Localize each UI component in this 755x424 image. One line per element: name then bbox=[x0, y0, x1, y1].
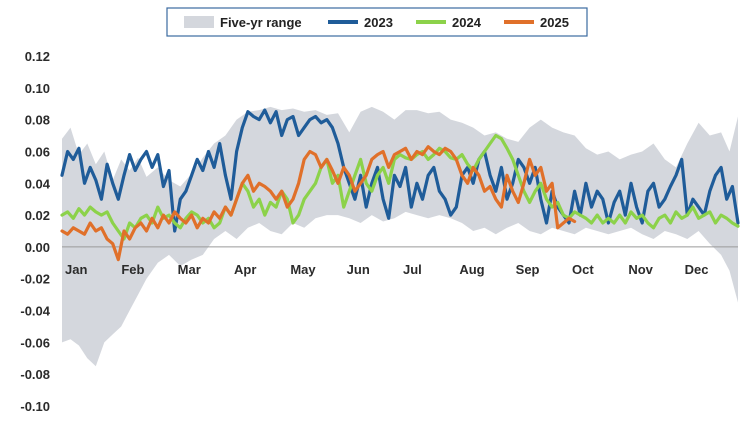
y-tick-label: 0.02 bbox=[25, 208, 50, 223]
y-tick-label: -0.10 bbox=[20, 399, 50, 414]
y-tick-label: 0.00 bbox=[25, 240, 50, 255]
x-tick-label: Dec bbox=[685, 262, 709, 277]
x-tick-label: Nov bbox=[628, 262, 653, 277]
y-tick-label: 0.10 bbox=[25, 81, 50, 96]
x-tick-label: Jun bbox=[347, 262, 370, 277]
legend-label-2024: 2024 bbox=[452, 15, 482, 30]
y-tick-label: -0.02 bbox=[20, 272, 50, 287]
series-line-2025 bbox=[60, 145, 577, 262]
legend-label-2023: 2023 bbox=[364, 15, 393, 30]
legend-label-range: Five-yr range bbox=[220, 15, 302, 30]
y-tick-label: 0.04 bbox=[25, 176, 51, 191]
legend-swatch-range bbox=[184, 16, 214, 28]
y-tick-label: 0.12 bbox=[25, 49, 50, 64]
x-tick-label: Sep bbox=[516, 262, 540, 277]
range-layer bbox=[62, 106, 738, 367]
y-axis-ticks: 0.12 0.10 0.08 0.06 0.04 0.02 0.00 -0.02 -0.04 -0… bbox=[20, 49, 50, 414]
x-tick-label: Jul bbox=[403, 262, 422, 277]
x-tick-label: Apr bbox=[234, 262, 256, 277]
x-tick-label: May bbox=[290, 262, 316, 277]
legend: Five-yr range 2023 2024 2025 bbox=[166, 7, 588, 37]
x-tick-label: Feb bbox=[121, 262, 144, 277]
x-tick-label: Mar bbox=[178, 262, 201, 277]
y-tick-label: 0.06 bbox=[25, 144, 50, 159]
x-tick-label: Aug bbox=[459, 262, 484, 277]
x-axis-ticks: Jan Feb Mar Apr May Jun Jul Aug Sep Oct Nov Dec bbox=[65, 262, 709, 277]
y-tick-label: -0.06 bbox=[20, 335, 50, 350]
y-tick-label: -0.08 bbox=[20, 367, 50, 382]
five-yr-range-band bbox=[62, 106, 738, 367]
legend-label-2025: 2025 bbox=[540, 15, 569, 30]
x-tick-label: Jan bbox=[65, 262, 87, 277]
y-tick-label: -0.04 bbox=[20, 304, 50, 319]
series-line-2023 bbox=[60, 108, 740, 233]
series-layer bbox=[60, 108, 740, 262]
x-tick-label: Oct bbox=[572, 262, 594, 277]
y-tick-label: 0.08 bbox=[25, 113, 50, 128]
series-line-2024 bbox=[60, 133, 740, 241]
